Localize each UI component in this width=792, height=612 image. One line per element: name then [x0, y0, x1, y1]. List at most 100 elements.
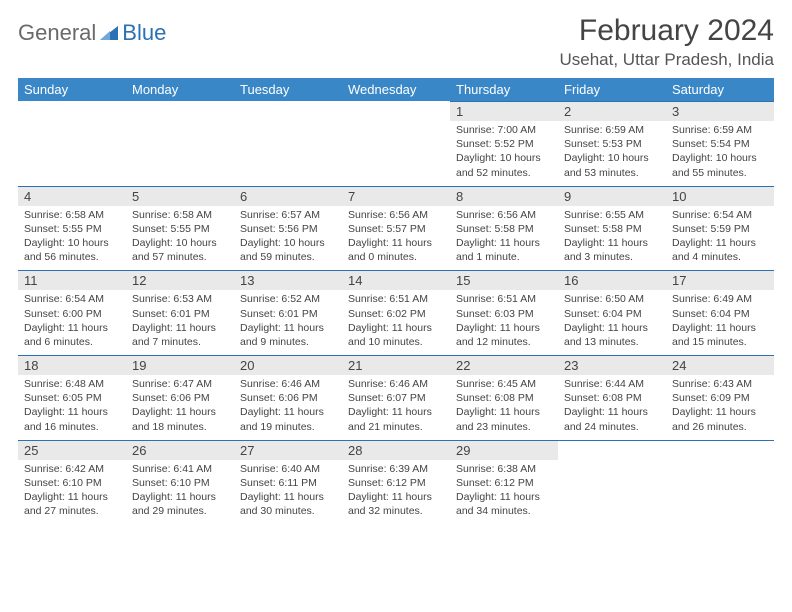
sunrise-line: Sunrise: 6:38 AM: [456, 462, 552, 476]
day-number: 4: [18, 187, 126, 206]
sunrise-line: Sunrise: 6:47 AM: [132, 377, 228, 391]
sunrise-line: Sunrise: 6:40 AM: [240, 462, 336, 476]
weekday-header: Saturday: [666, 78, 774, 101]
daylight-line: Daylight: 11 hours and 23 minutes.: [456, 405, 552, 433]
daylight-line: Daylight: 10 hours and 59 minutes.: [240, 236, 336, 264]
daylight-line: Daylight: 11 hours and 1 minute.: [456, 236, 552, 264]
weekday-header: Wednesday: [342, 78, 450, 101]
day-cell: 3Sunrise: 6:59 AMSunset: 5:54 PMDaylight…: [666, 101, 774, 186]
day-cell: 15Sunrise: 6:51 AMSunset: 6:03 PMDayligh…: [450, 270, 558, 355]
daylight-line: Daylight: 11 hours and 15 minutes.: [672, 321, 768, 349]
sunrise-line: Sunrise: 6:43 AM: [672, 377, 768, 391]
sunrise-line: Sunrise: 6:54 AM: [24, 292, 120, 306]
day-number: 27: [234, 441, 342, 460]
day-cell: .: [342, 101, 450, 186]
day-body: Sunrise: 6:57 AMSunset: 5:56 PMDaylight:…: [234, 206, 342, 271]
daylight-line: Daylight: 11 hours and 32 minutes.: [348, 490, 444, 518]
day-number: 7: [342, 187, 450, 206]
day-body: Sunrise: 6:52 AMSunset: 6:01 PMDaylight:…: [234, 290, 342, 355]
sunset-line: Sunset: 5:55 PM: [132, 222, 228, 236]
day-body: Sunrise: 6:58 AMSunset: 5:55 PMDaylight:…: [18, 206, 126, 271]
day-cell: 9Sunrise: 6:55 AMSunset: 5:58 PMDaylight…: [558, 186, 666, 271]
sunset-line: Sunset: 5:54 PM: [672, 137, 768, 151]
day-body: Sunrise: 6:41 AMSunset: 6:10 PMDaylight:…: [126, 460, 234, 525]
sunrise-line: Sunrise: 6:59 AM: [564, 123, 660, 137]
sunset-line: Sunset: 6:12 PM: [456, 476, 552, 490]
daylight-line: Daylight: 11 hours and 0 minutes.: [348, 236, 444, 264]
day-number: 1: [450, 102, 558, 121]
day-number: 8: [450, 187, 558, 206]
day-number: 10: [666, 187, 774, 206]
day-cell: 28 Sunrise: 6:39 AMSunset: 6:12 PMDayligh…: [342, 440, 450, 525]
sunset-line: Sunset: 6:05 PM: [24, 391, 120, 405]
day-body: Sunrise: 6:43 AMSunset: 6:09 PMDaylight:…: [666, 375, 774, 440]
day-cell: 23Sunrise: 6:44 AMSunset: 6:08 PMDayligh…: [558, 355, 666, 440]
sunset-line: Sunset: 6:01 PM: [240, 307, 336, 321]
day-number: 28: [342, 441, 450, 460]
day-number: 17: [666, 271, 774, 290]
day-cell: 18Sunrise: 6:48 AMSunset: 6:05 PMDayligh…: [18, 355, 126, 440]
daylight-line: Daylight: 10 hours and 53 minutes.: [564, 151, 660, 179]
sunrise-line: Sunrise: 6:51 AM: [456, 292, 552, 306]
sunrise-line: Sunrise: 6:44 AM: [564, 377, 660, 391]
day-body: Sunrise: 7:00 AMSunset: 5:52 PMDaylight:…: [450, 121, 558, 186]
sunset-line: Sunset: 5:57 PM: [348, 222, 444, 236]
day-cell: 8Sunrise: 6:56 AMSunset: 5:58 PMDaylight…: [450, 186, 558, 271]
day-cell: 14Sunrise: 6:51 AMSunset: 6:02 PMDayligh…: [342, 270, 450, 355]
sunrise-line: Sunrise: 6:58 AM: [132, 208, 228, 222]
day-body: Sunrise: 6:46 AMSunset: 6:07 PMDaylight:…: [342, 375, 450, 440]
sunset-line: Sunset: 6:04 PM: [672, 307, 768, 321]
daylight-line: Daylight: 11 hours and 29 minutes.: [132, 490, 228, 518]
weekday-header-row: Sunday Monday Tuesday Wednesday Thursday…: [18, 78, 774, 101]
daylight-line: Daylight: 11 hours and 9 minutes.: [240, 321, 336, 349]
day-cell: 1Sunrise: 7:00 AMSunset: 5:52 PMDaylight…: [450, 101, 558, 186]
weekday-header: Friday: [558, 78, 666, 101]
daylight-line: Daylight: 11 hours and 13 minutes.: [564, 321, 660, 349]
day-number: 14: [342, 271, 450, 290]
day-cell: 10Sunrise: 6:54 AMSunset: 5:59 PMDayligh…: [666, 186, 774, 271]
day-cell: .: [234, 101, 342, 186]
week-row: 18Sunrise: 6:48 AMSunset: 6:05 PMDayligh…: [18, 355, 774, 440]
header-right: February 2024 Usehat, Uttar Pradesh, Ind…: [559, 14, 774, 70]
sunset-line: Sunset: 6:12 PM: [348, 476, 444, 490]
sunset-line: Sunset: 5:59 PM: [672, 222, 768, 236]
sunset-line: Sunset: 6:06 PM: [132, 391, 228, 405]
daylight-line: Daylight: 11 hours and 18 minutes.: [132, 405, 228, 433]
sunrise-line: Sunrise: 6:42 AM: [24, 462, 120, 476]
day-cell: 2Sunrise: 6:59 AMSunset: 5:53 PMDaylight…: [558, 101, 666, 186]
day-number: 29: [450, 441, 558, 460]
sunrise-line: Sunrise: 6:56 AM: [456, 208, 552, 222]
day-cell: 12Sunrise: 6:53 AMSunset: 6:01 PMDayligh…: [126, 270, 234, 355]
day-number: 24: [666, 356, 774, 375]
daylight-line: Daylight: 11 hours and 16 minutes.: [24, 405, 120, 433]
day-cell: 20Sunrise: 6:46 AMSunset: 6:06 PMDayligh…: [234, 355, 342, 440]
sunrise-line: Sunrise: 6:39 AM: [348, 462, 444, 476]
daylight-line: Daylight: 10 hours and 55 minutes.: [672, 151, 768, 179]
day-cell: 25Sunrise: 6:42 AMSunset: 6:10 PMDayligh…: [18, 440, 126, 525]
day-cell: 6Sunrise: 6:57 AMSunset: 5:56 PMDaylight…: [234, 186, 342, 271]
sunset-line: Sunset: 6:02 PM: [348, 307, 444, 321]
daylight-line: Daylight: 11 hours and 21 minutes.: [348, 405, 444, 433]
day-cell: 29 Sunrise: 6:38 AMSunset: 6:12 PMDayligh…: [450, 440, 558, 525]
sunrise-line: Sunrise: 6:52 AM: [240, 292, 336, 306]
day-body: Sunrise: 6:56 AMSunset: 5:58 PMDaylight:…: [450, 206, 558, 271]
day-body: Sunrise: 6:49 AMSunset: 6:04 PMDaylight:…: [666, 290, 774, 355]
sunrise-line: Sunrise: 7:00 AM: [456, 123, 552, 137]
daylight-line: Daylight: 11 hours and 6 minutes.: [24, 321, 120, 349]
daylight-line: Daylight: 11 hours and 27 minutes.: [24, 490, 120, 518]
daylight-line: Daylight: 11 hours and 34 minutes.: [456, 490, 552, 518]
day-body: Sunrise: 6:53 AMSunset: 6:01 PMDaylight:…: [126, 290, 234, 355]
weekday-header: Sunday: [18, 78, 126, 101]
day-cell: 5Sunrise: 6:58 AMSunset: 5:55 PMDaylight…: [126, 186, 234, 271]
week-row: 11Sunrise: 6:54 AMSunset: 6:00 PMDayligh…: [18, 270, 774, 355]
sunset-line: Sunset: 6:03 PM: [456, 307, 552, 321]
day-number: 6: [234, 187, 342, 206]
day-cell: .: [126, 101, 234, 186]
sunset-line: Sunset: 6:01 PM: [132, 307, 228, 321]
day-number: 22: [450, 356, 558, 375]
sunrise-line: Sunrise: 6:59 AM: [672, 123, 768, 137]
day-cell: 19Sunrise: 6:47 AMSunset: 6:06 PMDayligh…: [126, 355, 234, 440]
sunset-line: Sunset: 6:06 PM: [240, 391, 336, 405]
page-title: February 2024: [559, 14, 774, 48]
day-number: 25: [18, 441, 126, 460]
